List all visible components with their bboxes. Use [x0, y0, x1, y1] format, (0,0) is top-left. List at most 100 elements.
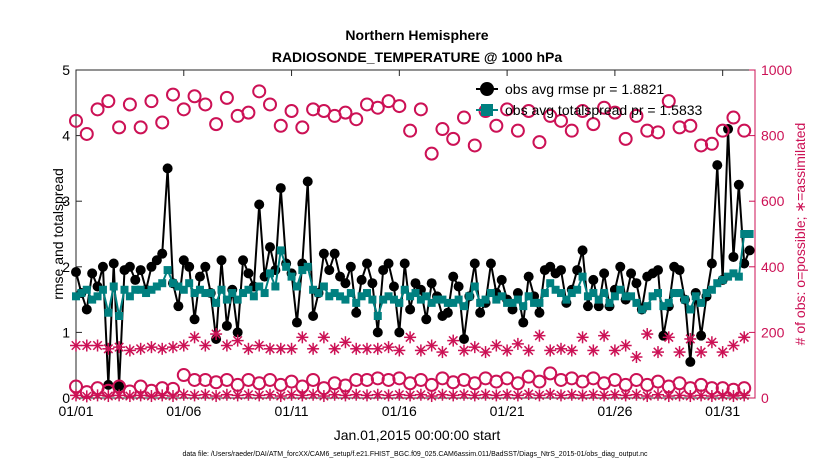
rmse-point	[265, 242, 275, 253]
possible-obs-point	[618, 131, 633, 146]
assimilated-obs-point	[608, 388, 621, 401]
x-tick-label: 01/26	[597, 403, 632, 419]
asterisk-stroke	[728, 391, 739, 401]
asterisk-stroke	[653, 347, 663, 357]
asterisk-stroke	[567, 389, 577, 400]
spread-point	[72, 292, 80, 301]
rmse-point	[243, 268, 254, 279]
asterisk-stroke	[329, 344, 340, 354]
spread-point	[648, 292, 657, 301]
asterisk-stroke	[513, 390, 523, 401]
spread-point	[621, 292, 630, 301]
rmse-point	[324, 265, 335, 276]
assimilated-obs-point	[80, 390, 93, 403]
rmse-point	[97, 261, 108, 272]
spread-point	[589, 289, 598, 298]
asterisk-stroke	[620, 340, 631, 351]
asterisk-stroke	[103, 391, 114, 401]
assimilated-obs-point	[458, 344, 470, 357]
possible-obs-point	[403, 123, 418, 138]
spread-point	[136, 285, 145, 294]
spread-point	[583, 292, 592, 301]
asterisk-stroke	[146, 391, 157, 401]
assimilated-obs-point	[145, 390, 158, 403]
possible-obs-point	[715, 123, 730, 138]
series-2	[69, 84, 752, 161]
spread-point	[77, 289, 86, 298]
spread-point	[519, 302, 528, 311]
assimilated-obs-point	[350, 342, 363, 355]
rmse-point	[469, 258, 480, 269]
asterisk-stroke	[685, 334, 696, 344]
assimilated-obs-point	[393, 388, 406, 401]
spread-point	[449, 298, 458, 307]
assimilated-obs-point	[382, 389, 395, 402]
asterisk-stroke	[664, 391, 674, 401]
assimilated-obs-point	[576, 331, 589, 344]
asterisk-stroke	[610, 389, 620, 400]
spread-point	[643, 302, 652, 311]
spread-point	[438, 295, 447, 304]
spread-point	[503, 298, 512, 307]
possible-obs-point	[726, 110, 741, 125]
spread-point	[616, 285, 625, 294]
assimilated-obs-point	[425, 390, 438, 403]
spread-point	[470, 282, 479, 291]
asterisk-stroke	[71, 390, 81, 401]
asterisk-stroke	[243, 389, 254, 400]
rmse-point	[87, 268, 98, 279]
assimilated-obs-point	[641, 328, 654, 341]
asterisk-stroke	[405, 332, 415, 343]
rmse-point	[345, 261, 356, 272]
possible-obs-point	[90, 102, 105, 117]
y-axis-right-label: # of obs: o=possible; ∗=assimilated	[792, 123, 808, 346]
asterisk-stroke	[664, 332, 674, 343]
spread-point	[632, 298, 641, 307]
y-tick-label: 2	[62, 259, 70, 275]
possible-obs-point	[489, 118, 504, 133]
x-axis-label: Jan.01,2015 00:00:00 start	[334, 427, 501, 443]
assimilated-obs-point	[167, 390, 179, 403]
spread-point	[605, 298, 614, 307]
spread-point	[120, 285, 129, 294]
rmse-point	[372, 327, 383, 338]
rmse-point	[399, 258, 410, 269]
spread-point	[88, 295, 97, 304]
asterisk-stroke	[265, 389, 275, 400]
assimilated-obs-point	[619, 389, 632, 402]
assimilated-obs-point	[393, 344, 406, 357]
assimilated-obs-point	[307, 388, 320, 401]
rmse-point	[71, 267, 81, 278]
spread-point	[686, 305, 695, 314]
spread-point	[222, 295, 231, 304]
asterisk-stroke	[308, 344, 318, 354]
rmse-point	[184, 261, 195, 272]
legend-rmse-marker	[480, 82, 494, 96]
rmse-point	[442, 307, 453, 318]
assimilated-obs-point	[134, 389, 147, 402]
asterisk-stroke	[92, 390, 103, 401]
possible-obs-point	[241, 105, 256, 120]
asterisk-stroke	[232, 335, 243, 346]
assimilated-obs-point	[490, 389, 503, 402]
series-1	[72, 230, 754, 320]
asterisk-stroke	[707, 337, 717, 348]
possible-obs-point	[284, 104, 299, 118]
y-right-tick-label: 1000	[761, 62, 792, 78]
asterisk-stroke	[707, 391, 717, 401]
assimilated-obs-point	[630, 388, 643, 401]
spread-point	[406, 292, 415, 301]
assimilated-obs-point	[641, 390, 654, 403]
assimilated-obs-point	[673, 389, 686, 402]
assimilated-obs-point	[199, 388, 212, 401]
possible-obs-point	[133, 120, 148, 135]
legend-spread-marker	[481, 104, 493, 116]
assimilated-obs-point	[231, 334, 244, 347]
assimilated-obs-point	[102, 342, 115, 355]
spread-point	[654, 289, 662, 298]
spread-point	[217, 285, 226, 294]
assimilated-obs-point	[598, 389, 611, 402]
asterisk-stroke	[426, 340, 437, 351]
assimilated-obs-point	[468, 341, 481, 354]
possible-obs-point	[543, 366, 558, 381]
